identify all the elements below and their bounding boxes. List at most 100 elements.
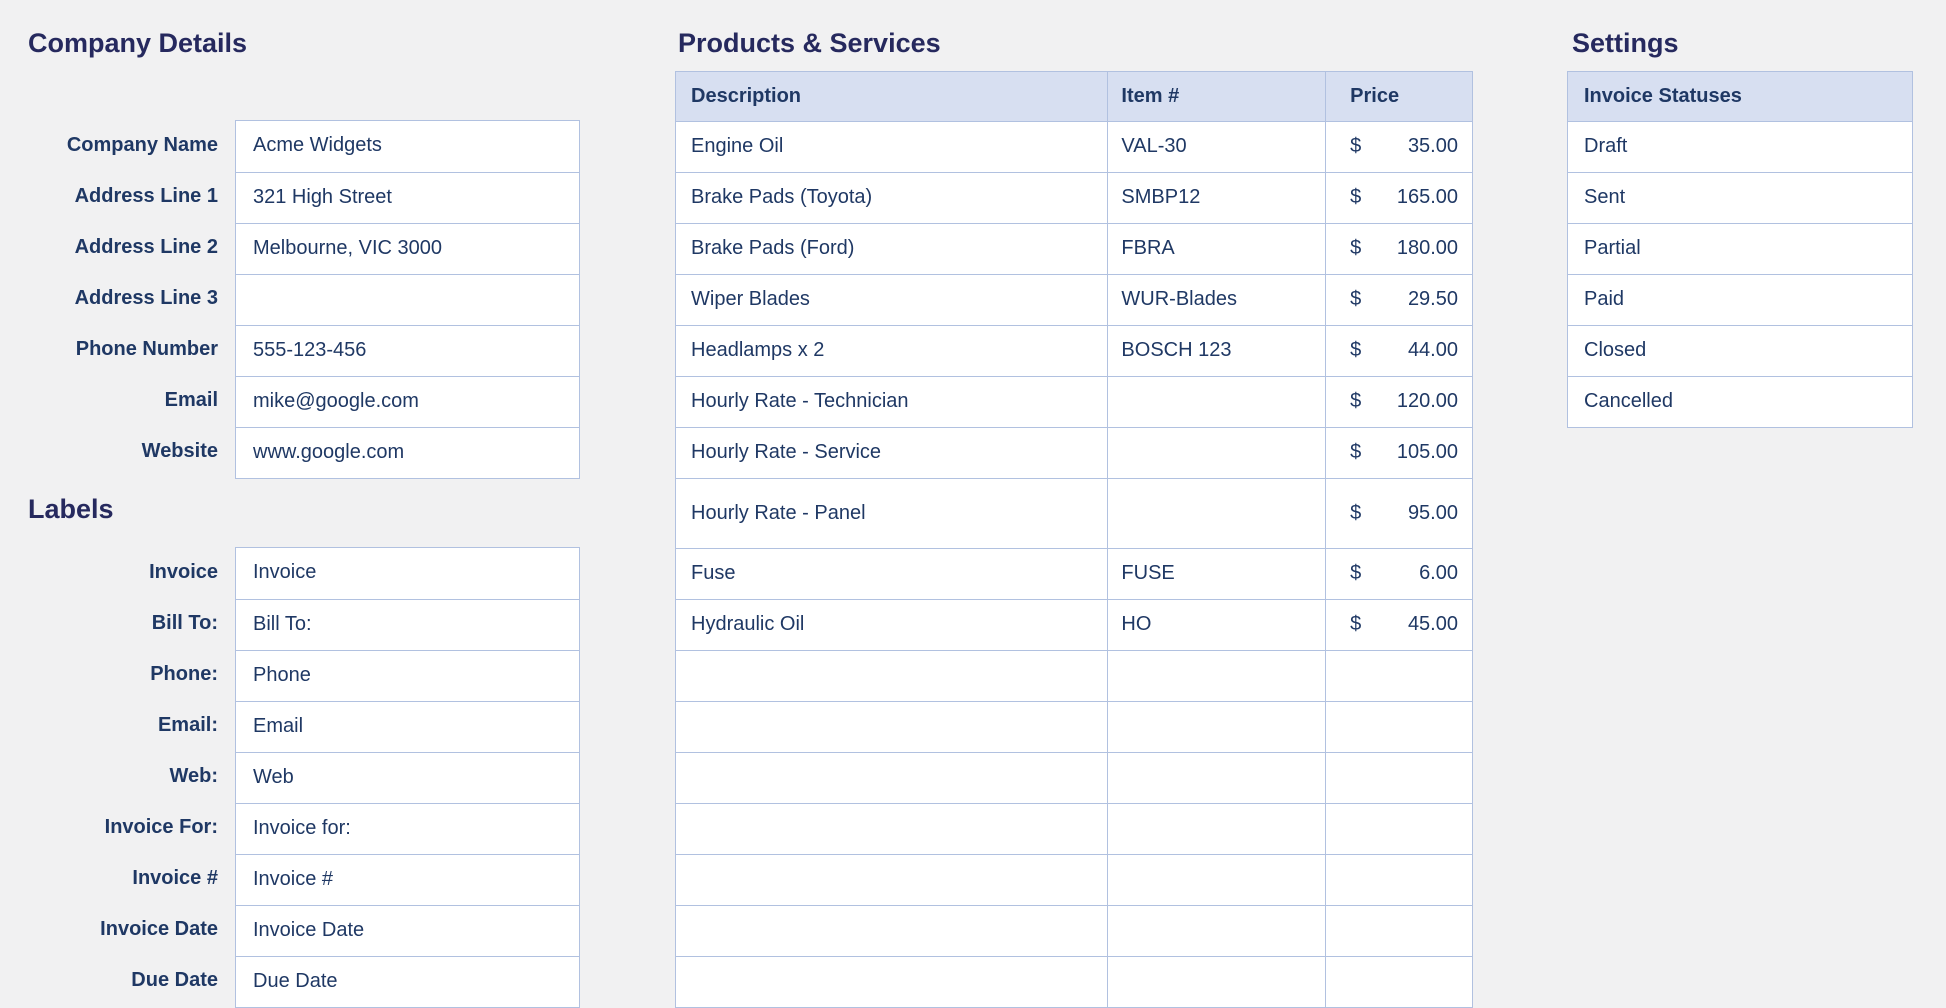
invoice-for-label-field[interactable]: Invoice for: (236, 803, 579, 854)
product-price-cell[interactable] (1325, 855, 1472, 905)
products-title: Products & Services (678, 28, 941, 58)
field-label-bill-to: Bill To: (151, 612, 218, 634)
email-label-field[interactable]: Email (236, 701, 579, 752)
product-item-cell[interactable] (1107, 906, 1325, 956)
website-field[interactable]: www.google.com (236, 427, 579, 478)
product-price-cell[interactable]: $ 45.00 (1325, 600, 1472, 650)
product-description-cell[interactable]: Headlamps x 2 (691, 339, 825, 361)
product-item-cell[interactable] (1107, 428, 1325, 478)
status-cell-partial[interactable]: Partial (1584, 237, 1641, 259)
product-item-cell[interactable] (1107, 479, 1325, 548)
status-cell-closed[interactable]: Closed (1584, 339, 1647, 361)
product-item-cell[interactable] (1107, 377, 1325, 427)
product-description-cell[interactable]: Hourly Rate - Technician (691, 390, 909, 412)
column-header-item: Item # (1107, 72, 1325, 121)
field-label-invoice-num: Invoice # (132, 867, 218, 889)
product-description-cell[interactable]: Engine Oil (691, 135, 784, 157)
product-price-cell[interactable] (1325, 753, 1472, 803)
product-description-cell[interactable]: Fuse (691, 562, 736, 584)
due-date-label-field[interactable]: Due Date (236, 956, 579, 1007)
address-line-1-field[interactable]: 321 High Street (236, 172, 579, 223)
invoice-num-label-field[interactable]: Invoice # (236, 854, 579, 905)
product-price-cell[interactable] (1325, 906, 1472, 956)
product-item-cell[interactable] (1107, 753, 1325, 803)
currency-symbol: $ (1350, 613, 1362, 635)
status-cell-sent[interactable]: Sent (1584, 186, 1626, 208)
product-description-cell[interactable] (676, 753, 1107, 803)
invoice-date-label-field[interactable]: Invoice Date (236, 905, 579, 956)
product-price-cell[interactable]: $ 29.50 (1325, 275, 1472, 325)
product-row-empty (676, 701, 1472, 752)
phone-label-field[interactable]: Phone (236, 650, 579, 701)
product-price-cell[interactable]: $ 6.00 (1325, 549, 1472, 599)
product-price-cell[interactable] (1325, 804, 1472, 854)
product-description-cell[interactable] (676, 804, 1107, 854)
product-price-cell[interactable]: $ 35.00 (1325, 122, 1472, 172)
status-cell-cancelled[interactable]: Cancelled (1584, 390, 1673, 412)
product-description-cell[interactable] (676, 906, 1107, 956)
invoice-label-field[interactable]: Invoice (236, 548, 579, 599)
product-description-cell[interactable] (676, 702, 1107, 752)
product-description-cell[interactable]: Hydraulic Oil (691, 613, 805, 635)
email-field[interactable]: mike@google.com (236, 376, 579, 427)
product-item-cell[interactable]: HO (1107, 600, 1325, 650)
product-price-cell[interactable]: $ 44.00 (1325, 326, 1472, 376)
field-label-invoice-for: Invoice For: (104, 816, 218, 838)
products-header-row: Description Item # Price (676, 72, 1472, 121)
product-price-cell[interactable]: $ 120.00 (1325, 377, 1472, 427)
product-price-cell[interactable]: $ 105.00 (1325, 428, 1472, 478)
product-description-cell[interactable]: Hourly Rate - Panel (691, 502, 866, 524)
product-description-cell[interactable]: Brake Pads (Toyota) (691, 186, 873, 208)
product-row: Engine Oil VAL-30 $ 35.00 (676, 121, 1472, 172)
field-label-phone-number: Phone Number (75, 338, 218, 360)
phone-number-field[interactable]: 555-123-456 (236, 325, 579, 376)
product-item-cell[interactable]: BOSCH 123 (1107, 326, 1325, 376)
status-row: Paid (1568, 274, 1912, 325)
field-label-website: Website (141, 440, 218, 462)
status-row: Cancelled (1568, 376, 1912, 427)
product-item-cell[interactable]: SMBP12 (1107, 173, 1325, 223)
product-item-cell[interactable] (1107, 957, 1325, 1007)
product-row-empty (676, 905, 1472, 956)
product-row: Hourly Rate - Panel $ 95.00 (676, 478, 1472, 548)
product-item-cell[interactable] (1107, 804, 1325, 854)
product-row: Hourly Rate - Service $ 105.00 (676, 427, 1472, 478)
product-description-cell[interactable] (676, 855, 1107, 905)
price-amount: 29.50 (1407, 288, 1458, 310)
product-row-empty (676, 650, 1472, 701)
product-item-cell[interactable]: FUSE (1107, 549, 1325, 599)
product-row: Fuse FUSE $ 6.00 (676, 548, 1472, 599)
address-line-2-field[interactable]: Melbourne, VIC 3000 (236, 223, 579, 274)
product-price-cell[interactable] (1325, 651, 1472, 701)
address-line-3-field[interactable] (236, 274, 579, 325)
product-price-cell[interactable] (1325, 702, 1472, 752)
currency-symbol: $ (1350, 390, 1362, 412)
product-description-cell[interactable]: Hourly Rate - Service (691, 441, 882, 463)
product-description-cell[interactable]: Wiper Blades (691, 288, 810, 310)
status-cell-draft[interactable]: Draft (1584, 135, 1628, 157)
product-price-cell[interactable]: $ 180.00 (1325, 224, 1472, 274)
product-description-cell[interactable] (676, 957, 1107, 1007)
product-price-cell[interactable] (1325, 957, 1472, 1007)
company-name-field[interactable]: Acme Widgets (236, 121, 579, 172)
product-item-cell[interactable] (1107, 702, 1325, 752)
currency-symbol: $ (1350, 502, 1362, 524)
status-cell-paid[interactable]: Paid (1584, 288, 1625, 310)
product-price-cell[interactable]: $ 95.00 (1325, 479, 1472, 548)
product-item-cell[interactable]: FBRA (1107, 224, 1325, 274)
company-details-title: Company Details (28, 28, 248, 58)
product-item-cell[interactable]: VAL-30 (1107, 122, 1325, 172)
currency-symbol: $ (1350, 288, 1362, 310)
product-description-cell[interactable] (676, 651, 1107, 701)
price-amount: 6.00 (1419, 562, 1458, 584)
product-item-cell[interactable] (1107, 651, 1325, 701)
currency-symbol: $ (1350, 135, 1362, 157)
web-label-field[interactable]: Web (236, 752, 579, 803)
product-item-cell[interactable]: WUR-Blades (1107, 275, 1325, 325)
bill-to-label-field[interactable]: Bill To: (236, 599, 579, 650)
price-amount: 165.00 (1396, 186, 1458, 208)
product-price-cell[interactable]: $ 165.00 (1325, 173, 1472, 223)
product-description-cell[interactable]: Brake Pads (Ford) (691, 237, 855, 259)
field-label-email: Email (164, 389, 218, 411)
product-item-cell[interactable] (1107, 855, 1325, 905)
